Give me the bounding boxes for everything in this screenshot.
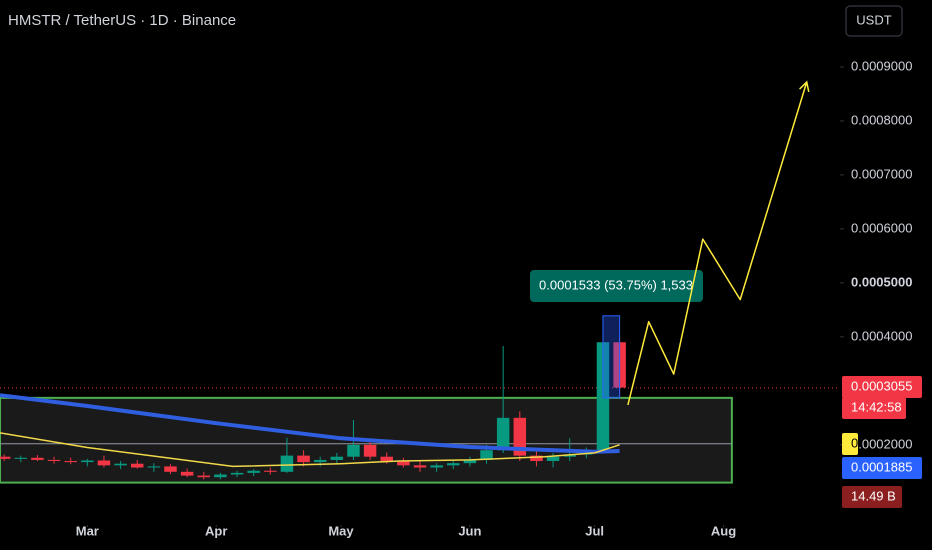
candle-body [31,457,44,460]
projection-path [627,81,808,406]
measure-tooltip: 0.0001533 (53.75%) 1,533 [539,277,693,292]
candle-body [130,463,144,468]
price-tag: 0 [851,435,858,450]
candle-body [280,455,294,472]
candle-body [14,457,28,459]
candle-body [180,471,194,476]
x-tick-label: Mar [76,523,99,538]
candle-body [363,444,377,457]
candle-body [463,459,477,464]
candle-body [230,472,244,475]
candle-body [214,474,227,478]
candle-body [97,460,111,466]
candle-body [330,456,344,460]
candle-body [297,455,310,463]
y-tick-label: 0.0008000 [851,112,912,127]
candle-body [546,456,560,462]
price-tag-bg [842,376,922,398]
candle-body [430,465,443,468]
candle-body [313,459,327,463]
candle-body [530,455,543,462]
candle-body [81,460,94,463]
y-tick-label: 0.0006000 [851,220,912,235]
measure-tooltip-bg [530,270,703,302]
price-tag: 14:42:58 [851,399,902,414]
candle-body [0,456,11,459]
candle-body [563,454,576,457]
candle-body [397,461,410,466]
price-tag-bg [842,486,902,508]
x-tick-label: May [328,523,354,538]
price-tag: 0.0001885 [851,459,912,474]
chart-title: HMSTR / TetherUS · 1D · Binance [8,12,236,29]
candle-body [480,450,493,460]
candle-body [264,470,277,472]
candle-body [413,465,427,468]
y-tick-label: 0.0004000 [851,328,912,343]
candle-body [347,444,360,457]
candle-body [114,463,127,466]
candle-body [380,456,393,462]
candle-body [164,466,177,472]
price-tag-bg [842,397,906,419]
y-tick-label: 0.0009000 [851,58,912,73]
measure-box [602,315,621,399]
currency-label[interactable]: USDT [856,12,891,27]
moving-average [0,393,620,454]
currency-button[interactable] [845,5,903,37]
candle-body [147,466,161,468]
candle-body [197,475,210,478]
candle-body [447,463,460,466]
price-tag: 14.49 B [851,488,896,503]
x-tick-label: Jul [585,523,604,538]
projection-arrowhead [799,80,810,93]
moving-average [0,432,620,468]
price-tag-bg [842,457,922,479]
candle-body [513,417,527,456]
candle-body [247,470,260,473]
x-tick-label: Apr [205,523,227,538]
candle-body [496,417,510,451]
candle-body [47,459,61,462]
x-tick-label: Aug [711,523,736,538]
price-tag-bg [842,433,858,455]
y-tick-label: 0.0002000 [851,436,912,451]
candle-body [64,461,77,463]
x-tick-label: Jun [458,523,481,538]
y-tick-label: 0.0005000 [851,274,912,289]
price-tag: 0.0003055 [851,378,912,393]
y-tick-label: 0.0007000 [851,166,912,181]
